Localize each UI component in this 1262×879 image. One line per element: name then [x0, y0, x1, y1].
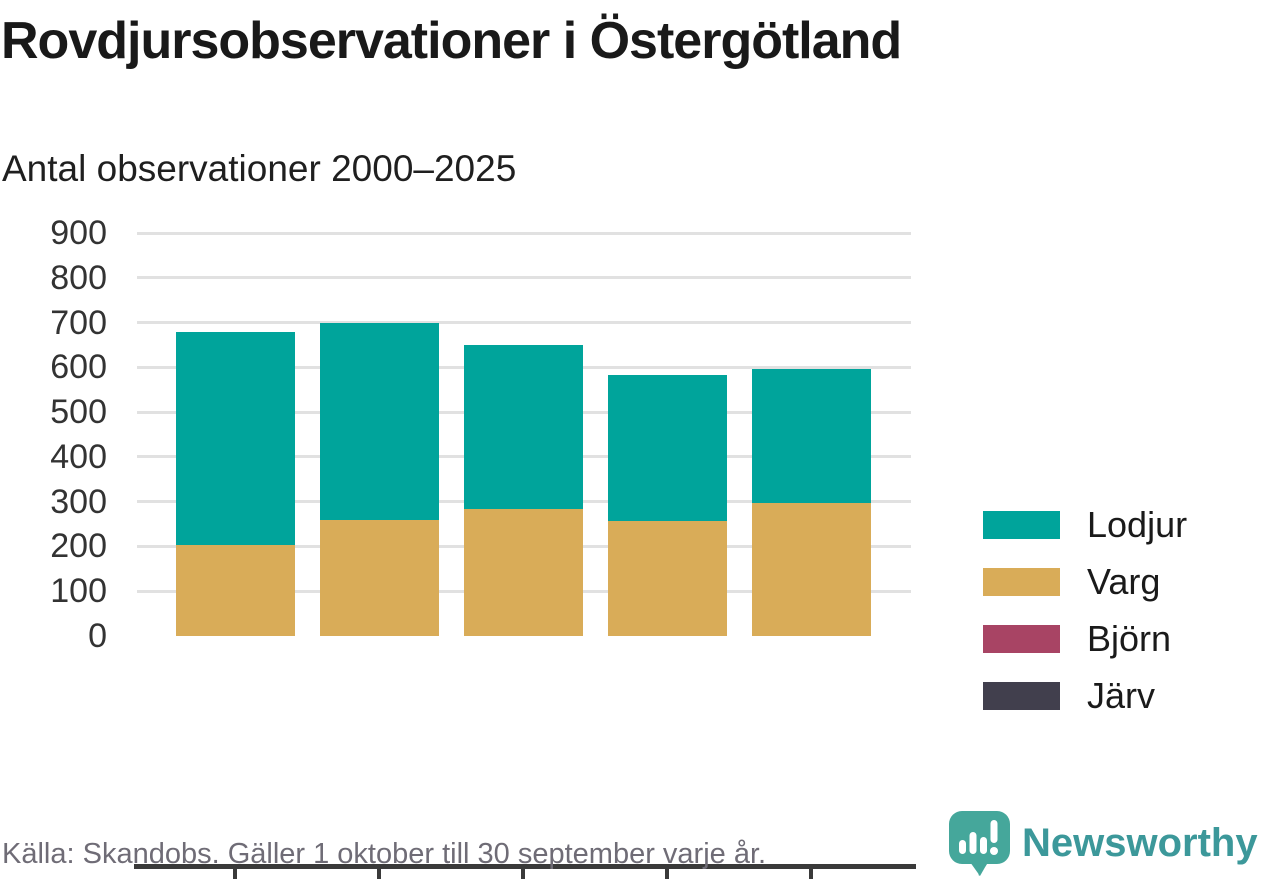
y-tick-label-600: 600: [50, 348, 107, 387]
bar-segment-21-22-varg: [319, 520, 439, 636]
source-note: Källa: Skandobs. Gäller 1 oktober till 3…: [2, 838, 767, 870]
bar-segment-23-24-lodjur: [607, 375, 727, 522]
bar-segment-20-21-varg: [175, 545, 295, 636]
legend-item-björn: Björn: [983, 618, 1171, 659]
legend-swatch-björn: [983, 625, 1060, 653]
legend-item-lodjur: Lodjur: [983, 504, 1187, 545]
y-tick-label-300: 300: [50, 482, 107, 521]
chart-subtitle: Antal observationer 2000–2025: [2, 148, 517, 189]
legend-label-järv: Järv: [1087, 675, 1156, 716]
y-tick-label-100: 100: [50, 572, 107, 611]
newsworthy-speech-bubble-chart-icon: [949, 811, 1010, 876]
bar-segment-23-24-varg: [607, 521, 727, 636]
legend-label-björn: Björn: [1087, 618, 1172, 659]
x-tick-20-21: [233, 869, 237, 879]
bar-segment-20-21-lodjur: [175, 331, 295, 546]
y-tick-label-500: 500: [50, 393, 107, 432]
bar-segment-21-22-lodjur: [319, 322, 439, 521]
y-tick-label-400: 400: [50, 437, 107, 476]
x-tick-22-23: [521, 869, 525, 879]
y-tick-label-900: 900: [50, 214, 107, 252]
y-tick-label-800: 800: [50, 258, 107, 297]
newsworthy-logo: Newsworthy: [948, 810, 1258, 876]
newsworthy-wordmark: Newsworthy: [1022, 820, 1258, 865]
bar-segment-22-23-lodjur: [463, 345, 583, 509]
y-tick-label-200: 200: [50, 527, 107, 566]
x-tick-23-24: [665, 869, 669, 879]
bar-segment-24-25-lodjur: [751, 368, 871, 504]
legend-swatch-lodjur: [983, 511, 1060, 539]
legend-label-varg: Varg: [1087, 561, 1161, 602]
y-tick-label-700: 700: [50, 303, 107, 342]
gridline-800: [137, 276, 911, 280]
legend-item-järv: Järv: [983, 675, 1155, 716]
x-tick-24-25: [809, 869, 813, 879]
plot-area: [137, 231, 911, 636]
bar-segment-22-23-varg: [463, 508, 583, 636]
y-tick-label-0: 0: [88, 617, 107, 655]
gridline-700: [137, 321, 911, 325]
legend-item-varg: Varg: [983, 561, 1160, 602]
legend-swatch-varg: [983, 568, 1060, 596]
legend-swatch-järv: [983, 682, 1060, 710]
page-title: Rovdjursobservationer i Östergötland: [1, 12, 902, 70]
gridline-900: [137, 231, 911, 235]
x-axis-line: [134, 864, 916, 869]
bar-segment-24-25-varg: [751, 503, 871, 636]
legend-label-lodjur: Lodjur: [1087, 504, 1188, 545]
x-tick-21-22: [377, 869, 381, 879]
